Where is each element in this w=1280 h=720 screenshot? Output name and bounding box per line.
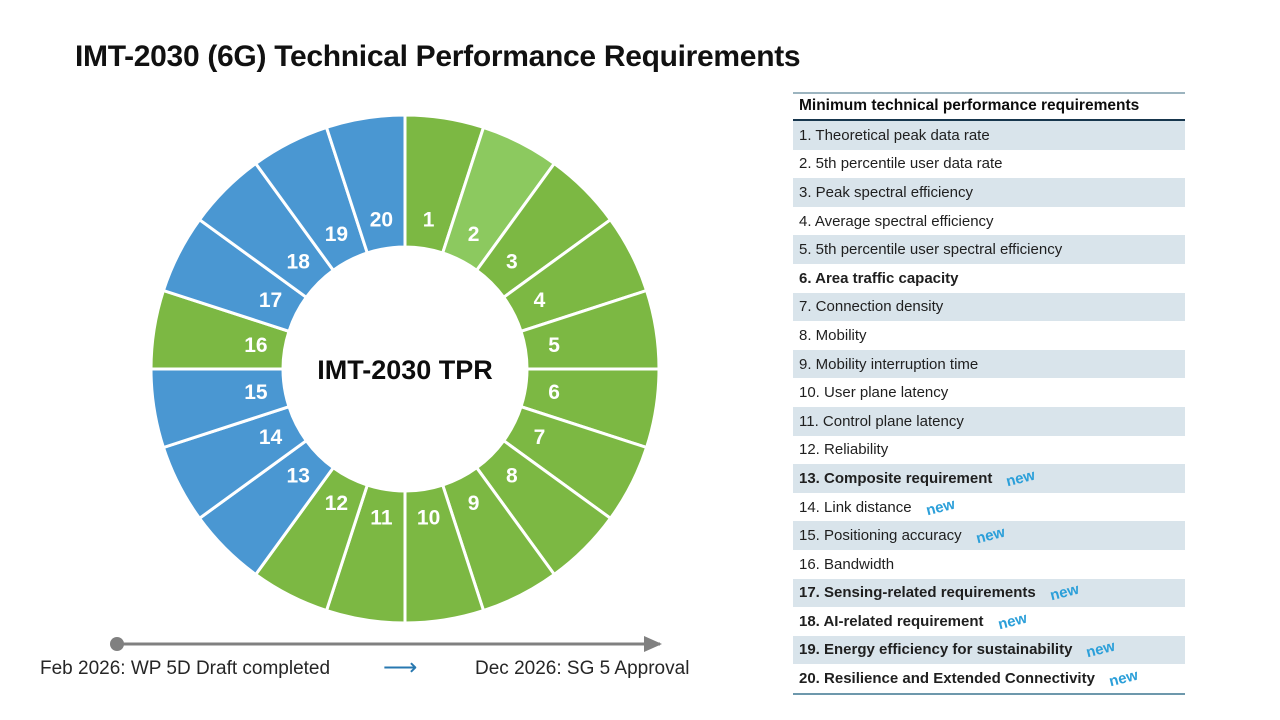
donut-segment-20 xyxy=(324,113,407,255)
table-row: 14. Link distance new xyxy=(793,493,1185,522)
requirement-label: 9. Mobility interruption time xyxy=(799,355,979,373)
segment-number-label: 14 xyxy=(259,426,283,449)
donut-chart-svg: 1234567891011121314151617181920IMT-2030 … xyxy=(149,113,661,625)
requirement-label: 1. Theoretical peak data rate xyxy=(799,126,990,144)
table-row: 2. 5th percentile user data rate xyxy=(793,150,1185,179)
requirement-label: 11. Control plane latency xyxy=(799,412,964,430)
timeline-axis xyxy=(110,636,662,652)
segment-number-label: 5 xyxy=(548,334,560,357)
table-row: 20. Resilience and Extended Connectivity… xyxy=(793,664,1185,693)
table-row: 15. Positioning accuracy new xyxy=(793,521,1185,550)
requirement-label: 6. Area traffic capacity xyxy=(799,269,959,287)
timeline-arrowhead-icon xyxy=(644,636,662,652)
timeline-start-dot xyxy=(110,637,124,651)
timeline-start-label: Feb 2026: WP 5D Draft completed xyxy=(40,658,331,679)
requirement-label: 19. Energy efficiency for sustainability xyxy=(799,641,1073,659)
table-rows: 1. Theoretical peak data rate 2. 5th perc… xyxy=(793,121,1185,693)
new-badge: new xyxy=(1048,581,1081,605)
segment-number-label: 4 xyxy=(534,289,546,312)
segment-number-label: 9 xyxy=(468,492,480,515)
right-arrow-icon: ⟶ xyxy=(383,654,418,681)
segment-number-label: 19 xyxy=(325,223,348,246)
timeline-end-label: Dec 2026: SG 5 Approval xyxy=(475,658,690,679)
requirement-label: 8. Mobility xyxy=(799,326,867,344)
segment-number-label: 17 xyxy=(259,289,282,312)
table-row: 11. Control plane latency xyxy=(793,406,1185,436)
requirement-label: 3. Peak spectral efficiency xyxy=(799,183,973,201)
donut-chart: 1 2 3 4 5 6 7 8 9 10 11 12 13 14 15 16 17 18 19 20 IMT-2030 … xyxy=(145,109,665,629)
requirement-label: 16. Bandwidth xyxy=(799,555,895,573)
table-row: 19. Energy efficiency for sustainability… xyxy=(793,635,1185,665)
segment-number-label: 7 xyxy=(534,426,546,449)
table-row: 16. Bandwidth xyxy=(793,550,1185,579)
requirements-table: Minimum technical performance requiremen… xyxy=(793,92,1185,695)
table-row: 10. User plane latency xyxy=(793,378,1185,407)
table-row: 8. Mobility xyxy=(793,321,1185,350)
segment-number-label: 6 xyxy=(548,381,560,404)
new-badge: new xyxy=(1107,666,1140,691)
new-badge: new xyxy=(923,495,957,519)
segment-number-label: 16 xyxy=(244,334,267,357)
requirement-label: 7. Connection density xyxy=(799,298,944,316)
table-row: 1. Theoretical peak data rate xyxy=(793,121,1185,150)
table-header: Minimum technical performance requiremen… xyxy=(793,92,1185,121)
table-row: 9. Mobility interruption time xyxy=(793,349,1185,379)
segment-number-label: 20 xyxy=(370,208,393,231)
requirement-label: 10. User plane latency xyxy=(799,384,949,402)
requirement-label: 2. 5th percentile user data rate xyxy=(799,155,1003,173)
new-badge: new xyxy=(1004,466,1038,491)
table-row: 5. 5th percentile user spectral efficien… xyxy=(793,235,1185,264)
segment-number-label: 8 xyxy=(506,464,518,487)
table-row: 4. Average spectral efficiency xyxy=(793,207,1185,236)
segment-number-label: 15 xyxy=(244,381,268,404)
table-row: 3. Peak spectral efficiency xyxy=(793,178,1185,207)
table-row: 12. Reliability xyxy=(793,436,1185,465)
requirement-label: 4. Average spectral efficiency xyxy=(799,212,994,230)
requirement-label: 12. Reliability xyxy=(799,441,889,459)
new-badge: new xyxy=(1084,638,1118,662)
segment-number-label: 18 xyxy=(287,251,311,274)
requirement-label: 15. Positioning accuracy xyxy=(799,527,962,545)
requirement-label: 5. 5th percentile user spectral efficien… xyxy=(799,241,1063,259)
requirement-label: 20. Resilience and Extended Connectivity xyxy=(799,670,1095,688)
page-title: IMT-2030 (6G) Technical Performance Requ… xyxy=(75,40,801,73)
table-row: 7. Connection density xyxy=(793,292,1185,322)
table-row: 13. Composite requirement new xyxy=(793,464,1185,493)
table-row: 6. Area traffic capacity xyxy=(793,264,1185,293)
table-row: 17. Sensing-related requirements new xyxy=(793,578,1185,608)
new-badge: new xyxy=(995,609,1029,634)
requirement-label: 17. Sensing-related requirements xyxy=(799,584,1036,602)
segment-number-label: 1 xyxy=(423,208,435,231)
requirement-label: 14. Link distance xyxy=(799,498,912,516)
segment-number-label: 12 xyxy=(325,492,348,515)
requirement-label: 18. AI-related requirement xyxy=(799,612,984,630)
donut-center-label: IMT-2030 TPR xyxy=(317,355,493,385)
segment-number-label: 2 xyxy=(468,223,480,246)
segment-number-label: 13 xyxy=(287,464,310,487)
table-row: 18. AI-related requirement new xyxy=(793,607,1185,636)
segment-number-label: 11 xyxy=(370,507,393,530)
segment-number-label: 3 xyxy=(506,251,518,274)
new-badge: new xyxy=(973,523,1007,548)
requirement-label: 13. Composite requirement xyxy=(799,469,993,487)
segment-number-label: 10 xyxy=(417,507,440,530)
